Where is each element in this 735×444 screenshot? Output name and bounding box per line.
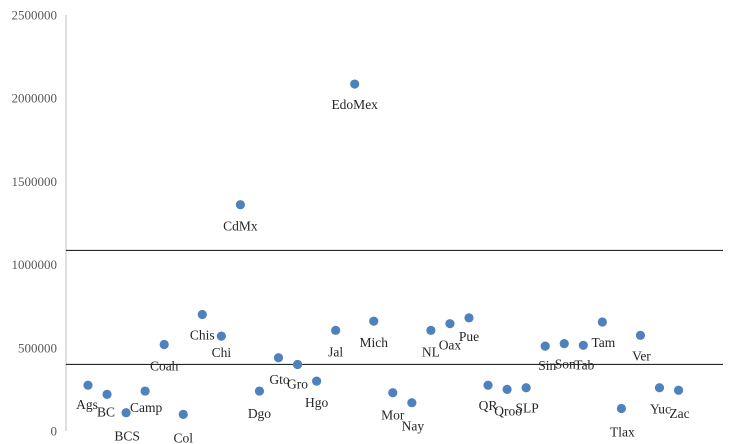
point-label: Tab — [574, 357, 594, 372]
data-point — [654, 383, 665, 393]
point-label: Chi — [212, 345, 232, 360]
data-point — [445, 319, 455, 329]
point-label: NL — [422, 344, 440, 359]
point-label: Camp — [130, 400, 162, 415]
data-point — [483, 380, 493, 390]
point-label: QR — [479, 398, 498, 413]
data-point — [426, 325, 436, 335]
point-label: Coah — [150, 358, 179, 373]
point-label: Son — [555, 357, 576, 372]
data-point — [559, 339, 569, 349]
data-point — [197, 309, 207, 320]
point-label: Tam — [591, 335, 615, 350]
point-label: Gto — [269, 372, 290, 387]
point-label: Zac — [669, 406, 689, 421]
data-point — [502, 384, 512, 394]
data-point — [216, 331, 226, 341]
point-label: Sin — [538, 358, 556, 373]
y-tick-label: 2000000 — [12, 91, 58, 106]
data-point — [635, 330, 646, 340]
data-point — [331, 325, 341, 335]
point-label: Mich — [360, 335, 389, 350]
point-label: Jal — [328, 344, 343, 359]
point-label: Hgo — [305, 395, 328, 410]
y-tick-label: 500000 — [18, 340, 57, 355]
point-label: Chis — [190, 328, 215, 343]
point-label: Ver — [632, 348, 651, 363]
y-tick-label: 0 — [51, 424, 58, 439]
point-label: SLP — [516, 401, 539, 416]
point-label: Dgo — [248, 406, 271, 421]
data-point — [254, 386, 265, 396]
data-point — [350, 79, 360, 89]
y-tick-label: 1500000 — [12, 174, 58, 189]
data-point — [159, 339, 169, 350]
point-label: Yuc — [650, 402, 671, 417]
data-point — [464, 313, 474, 323]
point-label: Ags — [76, 397, 98, 412]
y-tick-label: 1000000 — [12, 257, 58, 272]
point-label: CdMx — [223, 219, 258, 234]
data-point — [140, 386, 150, 396]
point-label: Mor — [381, 408, 405, 423]
data-point — [178, 409, 188, 419]
data-point — [616, 403, 627, 414]
data-point — [369, 316, 379, 326]
data-point — [388, 388, 398, 398]
data-point — [407, 398, 417, 408]
point-label: Nay — [402, 419, 425, 434]
data-point — [540, 341, 550, 351]
data-point — [521, 383, 531, 393]
data-point — [273, 353, 284, 363]
data-point — [102, 389, 112, 399]
data-point — [83, 380, 93, 390]
point-label: Tlax — [610, 425, 635, 440]
y-tick-label: 2500000 — [12, 8, 58, 23]
point-label: EdoMex — [331, 97, 378, 112]
point-label: Col — [173, 430, 193, 444]
point-label: BC — [97, 404, 115, 419]
data-point — [292, 359, 303, 370]
y-axis: 0 500000 1000000 1500000 2000000 2500000 — [12, 8, 67, 439]
point-label: BCS — [114, 429, 140, 444]
data-point — [597, 317, 607, 327]
data-points — [83, 79, 684, 419]
data-point — [578, 340, 588, 350]
point-label: Oax — [439, 338, 462, 353]
data-point — [312, 376, 322, 386]
data-point — [121, 408, 131, 418]
point-label: Qroo — [494, 403, 522, 418]
data-point — [235, 200, 245, 210]
reference-lines — [66, 249, 723, 366]
point-label: Gro — [287, 376, 308, 391]
point-label: Pue — [459, 329, 479, 344]
data-point — [673, 385, 684, 395]
